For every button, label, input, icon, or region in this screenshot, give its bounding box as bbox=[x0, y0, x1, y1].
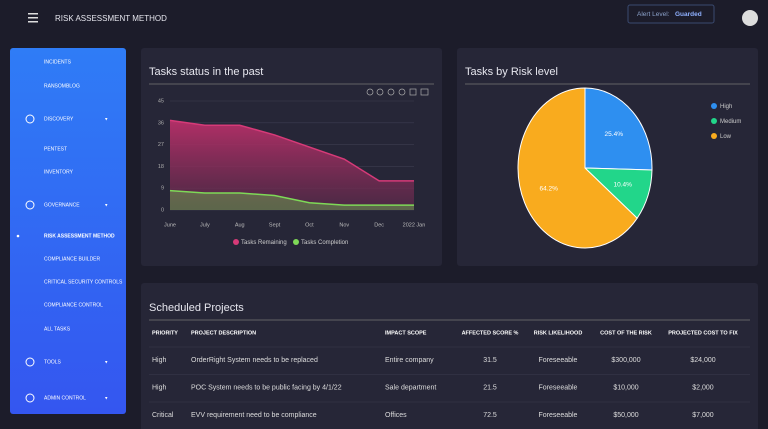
series-line bbox=[169, 189, 414, 206]
legend-marker bbox=[293, 239, 299, 245]
chart-toolbar[interactable] bbox=[366, 88, 429, 96]
x-tick-label: July bbox=[200, 222, 210, 228]
table-cell: Foreseeable bbox=[539, 412, 578, 419]
pie-slice bbox=[517, 87, 638, 249]
table-cell: OrderRight System needs to be replaced bbox=[191, 357, 318, 364]
table-cell: Foreseeable bbox=[539, 384, 578, 391]
table-cell: Foreseeable bbox=[539, 357, 578, 364]
table-cell: $10,000 bbox=[613, 384, 638, 391]
x-tick-label: Sept bbox=[269, 222, 281, 228]
table-cell: 72.5 bbox=[483, 412, 497, 419]
table-cell: POC System needs to be public facing by … bbox=[191, 384, 342, 391]
table-cell: High bbox=[152, 384, 167, 391]
series-line bbox=[169, 119, 414, 182]
table-cell: $300,000 bbox=[611, 357, 640, 364]
y-tick-label: 45 bbox=[158, 98, 164, 104]
x-tick-label: Dec bbox=[374, 222, 384, 228]
column-header: PROJECT DESCRIPTION bbox=[191, 330, 256, 336]
table-cell: $7,000 bbox=[692, 412, 714, 419]
expand-arrow: ▾ bbox=[105, 359, 108, 365]
sidebar-item: INCIDENTS bbox=[44, 59, 72, 65]
sidebar-icon bbox=[25, 200, 35, 210]
legend-marker bbox=[711, 118, 717, 124]
y-tick-label: 0 bbox=[161, 207, 164, 213]
legend-label: Medium bbox=[720, 119, 741, 125]
sidebar-item: RANSOMBLOG bbox=[44, 83, 80, 89]
table-cell: $2,000 bbox=[692, 384, 714, 391]
legend-marker bbox=[711, 133, 717, 139]
alert-label: Alert Level: bbox=[637, 11, 670, 18]
card bbox=[141, 283, 758, 429]
sidebar-item: DISCOVERY bbox=[44, 116, 74, 122]
table-cell: Sale department bbox=[385, 384, 436, 391]
table-title: Scheduled Projects bbox=[149, 302, 244, 314]
table-cell: Critical bbox=[152, 412, 174, 419]
x-tick-label: Aug bbox=[235, 222, 245, 228]
sidebar-icon bbox=[25, 393, 35, 403]
table-cell: $24,000 bbox=[690, 357, 715, 364]
sidebar-item: ALL TASKS bbox=[44, 326, 71, 332]
sidebar-item: CRITICAL SECURITY CONTROLS bbox=[44, 279, 123, 285]
y-tick-label: 9 bbox=[161, 186, 164, 192]
slice-label: 64.2% bbox=[540, 185, 559, 192]
table-cell: $50,000 bbox=[613, 412, 638, 419]
column-header: COST OF THE RISK bbox=[600, 330, 652, 336]
header-bar bbox=[0, 0, 768, 40]
table-cell: EVV requirement need to be compliance bbox=[191, 412, 317, 419]
expand-arrow: ▾ bbox=[105, 116, 108, 122]
sidebar-icon bbox=[25, 114, 35, 124]
table-cell: High bbox=[152, 357, 167, 364]
legend-label: Tasks Remaining bbox=[241, 240, 287, 246]
alert-value: Guarded bbox=[675, 11, 702, 18]
alert-box bbox=[627, 4, 715, 24]
legend-label: Tasks Completion bbox=[301, 240, 348, 246]
column-header: PROJECTED COST TO FIX bbox=[668, 330, 738, 336]
avatar[interactable] bbox=[742, 10, 758, 26]
legend-marker bbox=[233, 239, 239, 245]
sidebar-item: INVENTORY bbox=[44, 169, 74, 175]
pie-slice bbox=[584, 87, 653, 171]
table-cell: 21.5 bbox=[483, 384, 497, 391]
column-header: IMPACT SCOPE bbox=[385, 330, 427, 336]
y-tick-label: 27 bbox=[158, 142, 164, 148]
x-tick-label: Nov bbox=[339, 222, 349, 228]
page-title: RISK ASSESSMENT METHOD bbox=[55, 14, 167, 23]
column-header: AFFECTED SCORE % bbox=[462, 330, 519, 336]
legend-label: Low bbox=[720, 134, 732, 140]
area bbox=[170, 120, 414, 210]
slice-label: 10.4% bbox=[614, 181, 633, 188]
menu-icon[interactable] bbox=[28, 13, 38, 23]
sidebar-icon bbox=[25, 357, 35, 367]
column-header: RISK LIKELIHOOD bbox=[534, 330, 583, 336]
sidebar bbox=[10, 48, 126, 414]
sidebar-item: GOVERNANCE bbox=[44, 202, 80, 208]
x-tick-label: 2022 Jan bbox=[403, 222, 426, 228]
x-tick-label: June bbox=[164, 222, 176, 228]
table-cell: Offices bbox=[385, 412, 407, 419]
legend-marker bbox=[711, 103, 717, 109]
active-dot bbox=[16, 234, 20, 238]
column-header: PRIORITY bbox=[152, 330, 178, 336]
expand-arrow: ▾ bbox=[105, 202, 108, 208]
chart-title: Tasks status in the past bbox=[149, 66, 263, 78]
sidebar-item: PENTEST bbox=[44, 146, 67, 152]
legend-label: High bbox=[720, 104, 732, 110]
sidebar-item: COMPLIANCE CONTROL bbox=[44, 302, 103, 308]
x-tick-label: Oct bbox=[305, 222, 314, 228]
sidebar-item: RISK ASSESSMENT METHOD bbox=[44, 233, 115, 239]
y-tick-label: 36 bbox=[158, 120, 164, 126]
y-tick-label: 18 bbox=[158, 164, 164, 170]
slice-label: 25.4% bbox=[605, 131, 624, 138]
chart-title: Tasks by Risk level bbox=[465, 66, 558, 78]
sidebar-item: COMPLIANCE BUILDER bbox=[44, 256, 101, 262]
expand-arrow: ▾ bbox=[105, 395, 108, 401]
table-cell: Entire company bbox=[385, 357, 434, 364]
sidebar-item: ADMIN CONTROL bbox=[44, 395, 86, 401]
sidebar-item: TOOLS bbox=[44, 359, 62, 365]
table-cell: 31.5 bbox=[483, 357, 497, 364]
